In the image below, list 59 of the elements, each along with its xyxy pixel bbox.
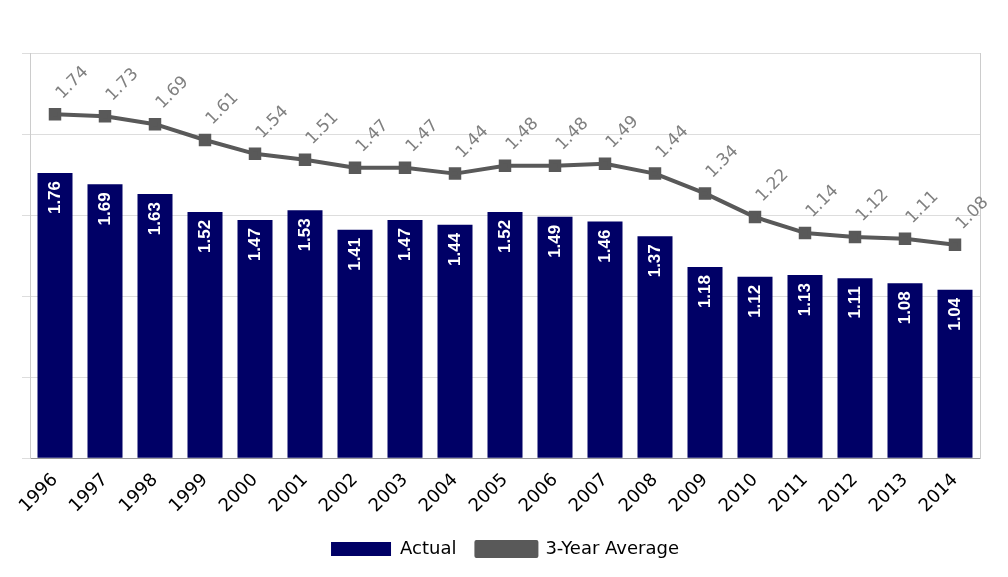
bar (587, 221, 623, 458)
data-label: 1.18 (694, 275, 714, 309)
bar (887, 283, 923, 458)
bar (687, 267, 723, 458)
point (448, 167, 462, 180)
bar (337, 229, 373, 458)
bar (637, 236, 673, 458)
data-label: 1.47 (394, 228, 414, 262)
bar (287, 210, 323, 458)
point (298, 153, 312, 167)
point (798, 226, 812, 240)
point (248, 147, 262, 161)
point (598, 157, 612, 170)
point (198, 133, 212, 147)
data-label: 1.13 (794, 283, 814, 317)
point (648, 167, 662, 180)
data-label: 1.44 (444, 232, 464, 266)
point (848, 230, 862, 244)
bar (787, 275, 823, 458)
bar (937, 289, 973, 458)
point (148, 117, 162, 131)
bar (137, 194, 173, 458)
data-label: 1.11 (844, 286, 864, 319)
bar (737, 276, 773, 458)
bar (87, 184, 123, 458)
data-label: 1.08 (894, 291, 914, 325)
bar (187, 211, 223, 458)
data-label: 1.52 (194, 219, 214, 253)
data-label: 1.76 (44, 180, 64, 215)
bar (487, 211, 523, 458)
data-label: 1.04 (944, 297, 964, 331)
bar (237, 220, 273, 458)
point (748, 210, 762, 224)
point (48, 108, 62, 121)
point (698, 187, 712, 200)
data-label: 1.52 (494, 219, 514, 253)
bar (37, 172, 73, 458)
point (898, 232, 912, 246)
bar (437, 224, 473, 458)
point (348, 161, 362, 174)
data-label: 1.41 (344, 237, 364, 271)
data-label: 1.12 (744, 284, 764, 318)
bar (837, 278, 873, 458)
data-label: 1.63 (144, 202, 164, 236)
data-label: 1.49 (544, 224, 564, 258)
point (948, 238, 962, 252)
data-label: 1.69 (94, 192, 114, 226)
data-label: 1.37 (644, 244, 664, 278)
point (98, 110, 112, 123)
data-label: 1.46 (594, 229, 614, 263)
bar (387, 220, 423, 458)
data-label: 1.53 (294, 218, 314, 252)
legend-label: Actual (400, 536, 457, 558)
data-label: 1.47 (244, 228, 264, 262)
point (498, 159, 512, 172)
legend-label: 3-Year Average (545, 536, 679, 558)
point (548, 159, 562, 172)
bar (537, 216, 573, 458)
point (398, 161, 412, 174)
